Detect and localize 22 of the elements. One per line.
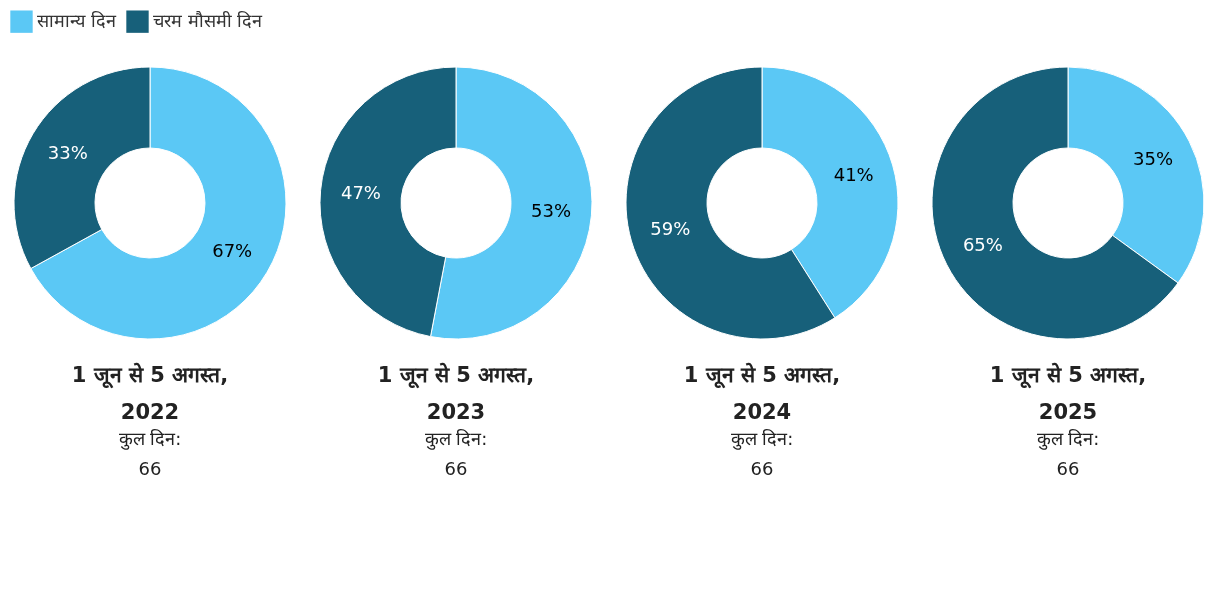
data-label: 53% <box>531 199 572 221</box>
data-label: 65% <box>962 234 1003 256</box>
data-label: 41% <box>833 164 874 186</box>
text: 1 जून से 5 अगस्त, 2025 <box>989 362 1147 424</box>
data-label: 33% <box>47 142 88 164</box>
text: 66 <box>444 458 468 479</box>
text: 1 जून से 5 अगस्त, 2022 <box>71 362 229 424</box>
text: कुल दिन: <box>424 428 488 450</box>
text: 66 <box>1056 458 1080 479</box>
legend-label: सामान्य दिन <box>37 9 117 31</box>
data-label: 59% <box>650 217 691 239</box>
legend-label: चरम मौसमी दिन <box>153 9 264 31</box>
text: 66 <box>750 458 774 479</box>
data-label: 67% <box>212 239 253 261</box>
text: कुल दिन: <box>730 428 794 450</box>
data-label: 47% <box>340 182 381 204</box>
text: कुल दिन: <box>118 428 182 450</box>
text: 1 जून से 5 अगस्त, 2023 <box>377 362 535 424</box>
data-label: 35% <box>1133 147 1174 169</box>
text: 1 जून से 5 अगस्त, 2024 <box>683 362 841 424</box>
text: कुल दिन: <box>1036 428 1100 450</box>
text: 66 <box>138 458 162 479</box>
